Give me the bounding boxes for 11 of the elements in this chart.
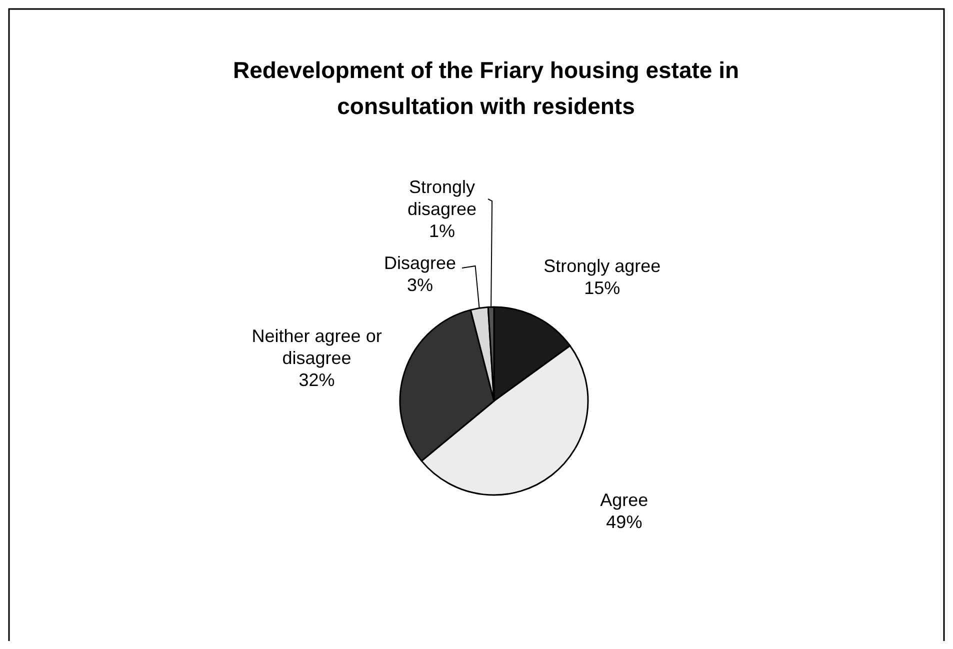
data-label: 32% — [298, 370, 335, 390]
data-label: 15% — [584, 278, 620, 298]
slice-label: Neither agree or disagree — [252, 326, 382, 368]
data-label: 1% — [428, 221, 456, 241]
data-label: 3% — [406, 275, 434, 295]
slice-label: Strongly agree — [544, 256, 661, 276]
data-label: 49% — [606, 512, 642, 532]
chart-title: Redevelopment of the Friary housing estate in consultation with residents — [232, 57, 740, 119]
slice-label: Disagree — [384, 253, 456, 273]
slice-label: Agree — [600, 490, 648, 510]
slice-label: Strongly disagree — [407, 177, 477, 219]
